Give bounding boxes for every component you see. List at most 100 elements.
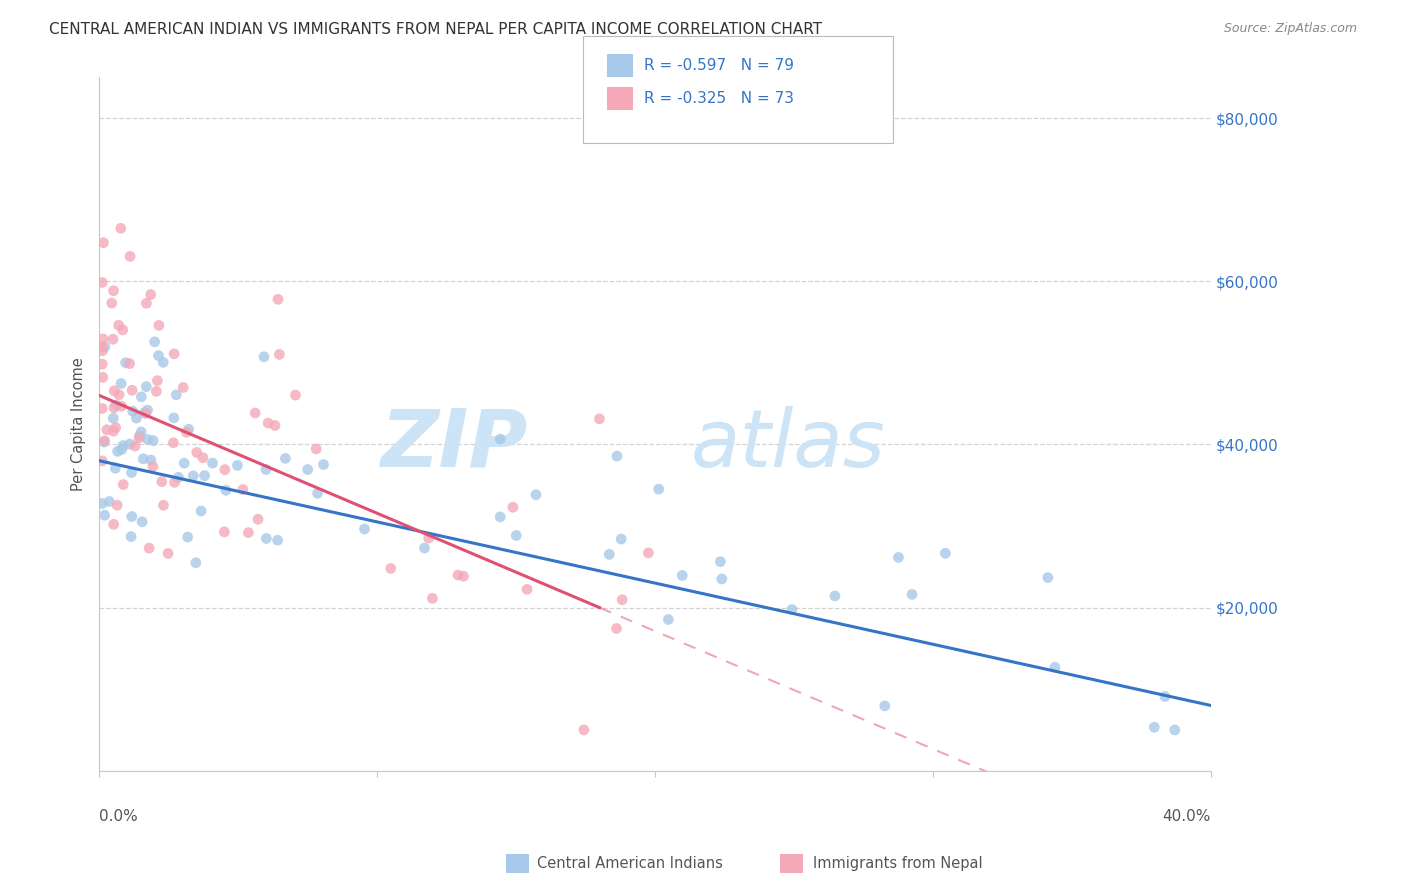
Point [91, 332, 114, 346]
Point [269, 347, 291, 361]
Point [264, 418, 287, 433]
Point [108, 388, 131, 402]
Point [131, 390, 153, 404]
Point [709, 555, 731, 569]
Point [934, 546, 956, 560]
Point [176, 425, 198, 440]
Text: Immigrants from Nepal: Immigrants from Nepal [813, 856, 983, 871]
Point [93, 235, 115, 250]
Point [873, 698, 896, 713]
Point [606, 449, 628, 463]
Point [96, 423, 118, 437]
Point [176, 530, 198, 544]
Point [94, 340, 117, 354]
Point [111, 442, 134, 457]
Point [112, 477, 135, 491]
Text: R = -0.325   N = 73: R = -0.325 N = 73 [644, 91, 794, 105]
Point [103, 401, 125, 415]
Point [121, 509, 143, 524]
Point [422, 591, 444, 606]
Point [266, 533, 288, 548]
Point [312, 458, 335, 472]
Point [129, 425, 152, 439]
Point [605, 622, 627, 636]
Point [588, 412, 610, 426]
Point [307, 486, 329, 500]
Point [143, 334, 166, 349]
Point [243, 406, 266, 420]
Point [132, 451, 155, 466]
Text: R = -0.597   N = 79: R = -0.597 N = 79 [644, 58, 794, 72]
Point [194, 468, 217, 483]
Point [163, 410, 186, 425]
Point [104, 420, 127, 434]
Point [136, 403, 159, 417]
Point [254, 532, 277, 546]
Point [671, 568, 693, 582]
Point [163, 475, 186, 490]
Point [103, 517, 125, 532]
Point [162, 435, 184, 450]
Point [214, 463, 236, 477]
Point [152, 355, 174, 369]
Point [100, 296, 122, 310]
Point [128, 429, 150, 443]
Point [172, 380, 194, 394]
Point [1164, 723, 1187, 737]
Point [353, 522, 375, 536]
Point [104, 461, 127, 475]
Point [112, 439, 135, 453]
Text: ZIP: ZIP [380, 406, 527, 483]
Point [267, 293, 290, 307]
Point [118, 357, 141, 371]
Point [413, 541, 436, 555]
Point [648, 482, 671, 496]
Point [91, 496, 114, 510]
Point [247, 512, 270, 526]
Point [142, 434, 165, 448]
Point [524, 488, 547, 502]
Point [138, 541, 160, 556]
Point [214, 524, 236, 539]
Point [418, 531, 440, 545]
Point [91, 340, 114, 354]
Point [637, 546, 659, 560]
Point [572, 723, 595, 737]
Point [167, 470, 190, 484]
Point [142, 459, 165, 474]
Point [191, 450, 214, 465]
Point [232, 483, 254, 497]
Point [120, 530, 142, 544]
Point [598, 547, 620, 561]
Point [152, 498, 174, 512]
Point [297, 462, 319, 476]
Point [93, 508, 115, 523]
Point [257, 416, 280, 430]
Point [125, 411, 148, 425]
Point [157, 546, 180, 560]
Point [103, 424, 125, 438]
Point [612, 592, 634, 607]
Point [238, 525, 260, 540]
Point [103, 384, 125, 398]
Point [190, 504, 212, 518]
Point [111, 399, 134, 413]
Point [91, 454, 114, 468]
Point [98, 494, 121, 508]
Point [148, 349, 170, 363]
Point [177, 422, 200, 436]
Point [91, 357, 114, 371]
Point [134, 405, 156, 419]
Point [284, 388, 307, 402]
Point [148, 318, 170, 333]
Point [453, 569, 475, 583]
Point [274, 451, 297, 466]
Point [128, 431, 150, 445]
Point [145, 384, 167, 399]
Point [131, 515, 153, 529]
Point [181, 468, 204, 483]
Point [103, 284, 125, 298]
Point [1143, 720, 1166, 734]
Point [380, 561, 402, 575]
Point [121, 384, 143, 398]
